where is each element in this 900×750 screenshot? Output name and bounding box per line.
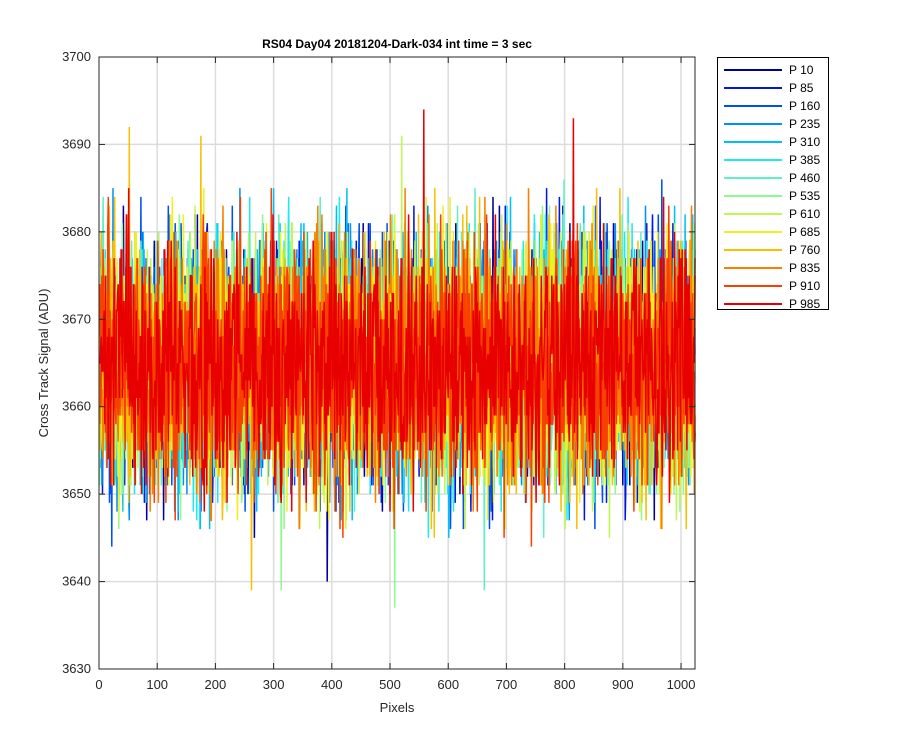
legend-item: P 10 [724,61,813,79]
legend-item: P 985 [724,295,820,313]
x-tick-label: 700 [496,677,518,692]
y-tick-label: 3650 [62,486,91,501]
y-axis-ticks: 3630 3640 3650 3660 3670 3680 3690 3700 [62,49,695,676]
x-tick-label: 200 [205,677,227,692]
y-tick-label: 3670 [62,311,91,326]
legend-item: P 160 [724,97,820,115]
legend-label: P 760 [789,243,821,257]
legend-swatch [724,87,782,89]
legend-item: P 460 [724,169,820,187]
legend-swatch [724,141,782,143]
legend-label: P 310 [789,135,821,149]
legend-swatch [724,303,782,305]
legend-swatch [724,195,782,197]
legend-label: P 985 [789,297,821,311]
x-axis-label: Pixels [380,700,415,715]
x-tick-label: 0 [95,677,102,692]
x-tick-label: 800 [554,677,576,692]
legend-item: P 610 [724,205,820,223]
y-tick-label: 3680 [62,224,91,239]
legend-swatch [724,159,782,161]
legend-item: P 385 [724,151,820,169]
legend-swatch [724,105,782,107]
y-tick-label: 3660 [62,399,91,414]
legend-swatch [724,231,782,233]
y-tick-label: 3700 [62,49,91,64]
legend-swatch [724,249,782,251]
legend-swatch [724,69,782,71]
y-tick-label: 3630 [62,661,91,676]
series-line-p-910 [98,188,696,547]
legend-item: P 310 [724,133,820,151]
x-tick-label: 600 [437,677,459,692]
legend-label: P 460 [789,171,821,185]
legend-swatch [724,123,782,125]
legend-label: P 10 [789,63,814,77]
legend: P 10 P 85 P 160 P 235 P 310 P 385 P 460 P 535 P … [717,57,829,313]
legend-swatch [724,285,782,287]
y-tick-label: 3640 [62,574,91,589]
x-tick-label: 900 [612,677,634,692]
legend-swatch [724,177,782,179]
y-axis-label: Cross Track Signal (ADU) [36,289,51,438]
legend-label: P 235 [789,117,821,131]
x-tick-label: 300 [263,677,285,692]
legend-label: P 685 [789,225,821,239]
legend-label: P 160 [789,99,821,113]
legend-label: P 85 [789,81,814,95]
series-lines [98,109,696,608]
legend-label: P 610 [789,207,821,221]
legend-swatch [724,267,782,269]
x-axis-ticks: 0 100 200 300 400 500 600 700 800 900 1000 [95,57,695,692]
x-tick-label: 1000 [667,677,696,692]
legend-label: P 910 [789,279,821,293]
legend-item: P 235 [724,115,820,133]
y-tick-label: 3690 [62,136,91,151]
legend-item: P 685 [724,223,820,241]
series-line-p-985 [99,109,696,512]
legend-item: P 85 [724,79,813,97]
legend-label: P 385 [789,153,821,167]
legend-swatch [724,213,782,215]
legend-item: P 760 [724,241,820,259]
legend-item: P 910 [724,277,820,295]
chart-title: RS04 Day04 20181204-Dark-034 int time = … [262,37,532,51]
legend-item: P 535 [724,187,820,205]
legend-label: P 835 [789,261,821,275]
x-tick-label: 400 [321,677,343,692]
legend-label: P 535 [789,189,821,203]
plot-frame [98,56,696,670]
x-tick-label: 100 [146,677,168,692]
x-tick-label: 500 [379,677,401,692]
legend-item: P 835 [724,259,820,277]
